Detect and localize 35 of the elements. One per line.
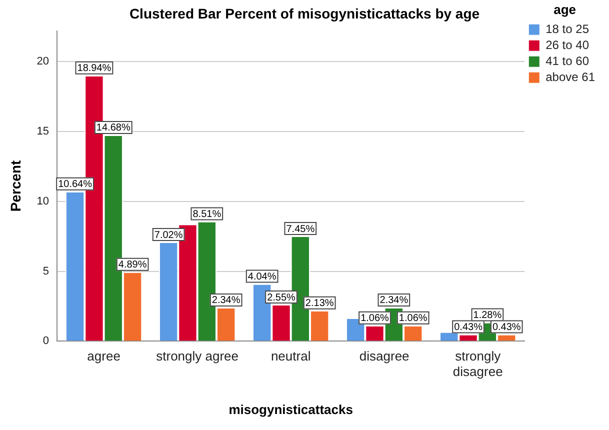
data-label: 4.04% [248, 271, 276, 282]
x-tick-label: disagree [359, 348, 410, 364]
data-label: 2.34% [212, 295, 240, 306]
y-tick-label: 20 [36, 56, 50, 68]
x-tick-label: neutral [270, 348, 311, 364]
data-label: 18.94% [77, 63, 112, 74]
x-axis-title: misogynisticattacks [228, 402, 353, 417]
data-label: 7.45% [286, 224, 315, 235]
chart-title: Clustered Bar Percent of misogynisticattacks by age [129, 5, 480, 22]
data-label: 4.89% [118, 260, 147, 271]
y-tick-label: 0 [42, 335, 50, 348]
data-label: 2.13% [305, 298, 334, 310]
x-tick-label: agree [87, 348, 120, 364]
data-label: 0.43% [454, 322, 483, 333]
data-label: 8.51% [192, 208, 222, 220]
data-label: 1.06% [360, 313, 390, 324]
data-label: 14.68% [96, 122, 130, 134]
legend-label: above 61 [546, 70, 596, 84]
y-tick-label: 10 [36, 195, 50, 208]
y-tick-label: 15 [36, 126, 50, 138]
data-label: 7.02% [154, 230, 183, 241]
data-label: 1.28% [473, 310, 502, 322]
legend-label: 18 to 25 [546, 22, 590, 36]
legend-label: 26 to 40 [546, 38, 590, 52]
legend-title: age [554, 2, 576, 18]
data-label: 1.06% [398, 313, 428, 324]
x-tick-label: strongly disagree [452, 348, 503, 380]
y-tick-label: 5 [42, 265, 50, 278]
x-tick-label: strongly agree [156, 348, 239, 364]
data-label: 2.34% [380, 295, 408, 306]
data-label: 0.43% [492, 322, 521, 333]
legend-label: 41 to 60 [546, 54, 590, 68]
data-label: 2.55% [267, 292, 296, 304]
y-axis-title: Percent [7, 160, 24, 212]
data-label: 10.64% [58, 179, 92, 190]
